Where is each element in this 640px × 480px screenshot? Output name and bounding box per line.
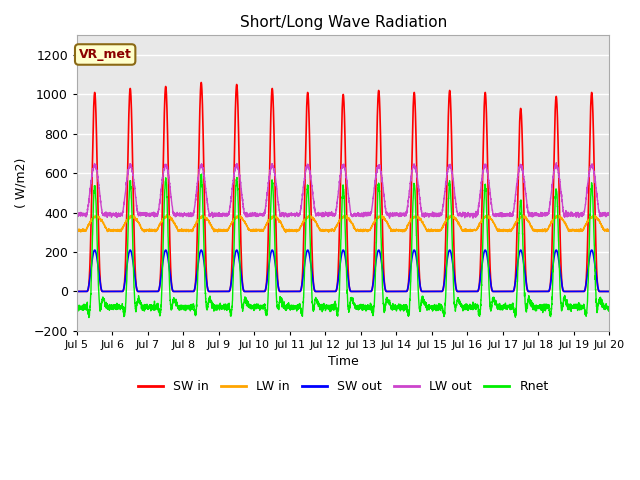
Title: Short/Long Wave Radiation: Short/Long Wave Radiation: [239, 15, 447, 30]
Y-axis label: ( W/m2): ( W/m2): [15, 158, 28, 208]
LW out: [605, 211, 613, 216]
X-axis label: Time: Time: [328, 355, 358, 369]
LW in: [282, 229, 289, 235]
SW out: [493, 288, 500, 294]
LW out: [169, 206, 177, 212]
Legend: SW in, LW in, SW out, LW out, Rnet: SW in, LW in, SW out, LW out, Rnet: [132, 375, 554, 398]
Line: LW in: LW in: [77, 215, 609, 232]
Rnet: [169, 299, 177, 305]
Line: SW out: SW out: [77, 250, 609, 291]
SW out: [433, 288, 441, 294]
LW in: [169, 217, 177, 223]
SW in: [493, 288, 500, 294]
Line: LW out: LW out: [77, 163, 609, 218]
LW out: [462, 213, 470, 218]
LW in: [323, 228, 331, 234]
SW in: [605, 288, 612, 294]
SW in: [197, 80, 205, 85]
SW out: [605, 288, 613, 294]
SW in: [73, 288, 81, 294]
Rnet: [433, 303, 441, 309]
Rnet: [493, 300, 500, 306]
LW out: [552, 160, 560, 166]
Rnet: [85, 315, 93, 321]
SW out: [463, 288, 470, 294]
SW in: [605, 288, 613, 294]
LW in: [605, 228, 613, 233]
SW out: [73, 288, 81, 294]
LW in: [463, 228, 470, 233]
LW out: [433, 213, 440, 219]
Rnet: [323, 303, 331, 309]
Rnet: [605, 304, 613, 310]
LW out: [323, 211, 331, 216]
Line: SW in: SW in: [77, 83, 609, 291]
LW out: [73, 213, 81, 219]
LW in: [605, 228, 612, 234]
LW out: [469, 215, 477, 221]
SW in: [463, 288, 470, 294]
LW out: [605, 210, 612, 216]
SW in: [169, 288, 177, 294]
SW out: [91, 247, 99, 253]
SW in: [433, 288, 441, 294]
Rnet: [605, 308, 612, 314]
LW out: [493, 211, 500, 217]
LW in: [433, 228, 441, 234]
SW in: [323, 288, 331, 294]
SW out: [323, 288, 331, 294]
LW in: [73, 228, 81, 234]
Rnet: [198, 171, 205, 177]
Rnet: [73, 303, 81, 309]
LW in: [493, 225, 500, 231]
Text: VR_met: VR_met: [79, 48, 132, 61]
LW in: [163, 212, 171, 217]
SW out: [169, 288, 177, 293]
Rnet: [463, 306, 470, 312]
SW out: [605, 288, 612, 294]
Line: Rnet: Rnet: [77, 174, 609, 318]
